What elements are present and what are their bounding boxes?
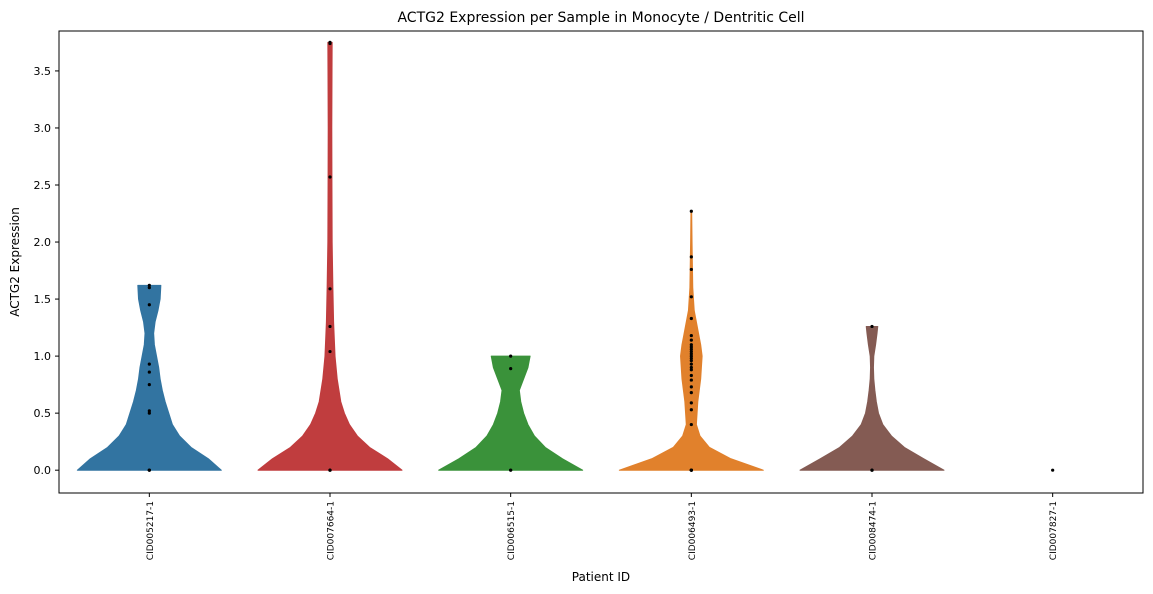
data-point-CID006493-1-9: [689, 385, 693, 389]
y-tick-label: 2.0: [34, 236, 52, 249]
data-point-CID005217-1-2: [147, 468, 151, 472]
x-tick-label: CID007664-1: [327, 501, 337, 560]
y-tick-label: 1.5: [34, 293, 52, 306]
data-point-CID006493-1-25: [689, 316, 693, 321]
data-point-CID007827-1-0: [1051, 468, 1055, 472]
data-point-CID006493-1-4: [689, 468, 693, 472]
y-tick-label: 3.0: [34, 122, 52, 135]
data-point-CID007664-1-5: [328, 287, 332, 291]
data-point-CID006493-1-23: [689, 338, 693, 342]
violin-CID006515-1: [438, 355, 584, 471]
data-point-CID006493-1-26: [689, 295, 693, 299]
data-point-CID006493-1-15: [689, 359, 693, 363]
data-point-CID006493-1-24: [689, 333, 693, 338]
x-tick-label: CID006515-1: [507, 501, 517, 560]
data-point-CID008474-1-2: [870, 468, 874, 472]
data-point-CID006493-1-20: [689, 347, 693, 351]
data-point-CID005217-1-5: [147, 383, 151, 387]
data-point-CID006493-1-13: [689, 365, 693, 370]
data-point-CID006515-1-2: [509, 367, 513, 371]
data-point-CID005217-1-6: [147, 370, 151, 374]
data-point-CID005217-1-10: [147, 283, 151, 287]
data-point-CID007664-1-2: [328, 468, 332, 472]
y-tick-label: 1.0: [34, 350, 52, 363]
chart-title: ACTG2 Expression per Sample in Monocyte …: [397, 10, 804, 26]
data-point-CID006493-1-28: [689, 255, 693, 259]
data-point-CID006493-1-14: [689, 362, 693, 366]
data-point-CID005217-1-3: [147, 411, 151, 415]
violin-CID008474-1: [799, 325, 945, 471]
y-tick-label: 0.5: [34, 407, 52, 420]
data-point-CID006493-1-10: [689, 378, 693, 382]
data-point-CID007664-1-6: [328, 175, 332, 179]
data-point-CID007664-1-4: [328, 324, 332, 329]
data-point-CID005217-1-9: [147, 286, 151, 290]
x-tick-label: CID006493-1: [688, 501, 698, 560]
y-tick-label: 3.5: [34, 65, 52, 78]
y-tick-label: 0.0: [34, 464, 52, 477]
points-layer: [147, 40, 1055, 472]
x-axis: CID005217-1 CID007664-1 CID006515-1 CID0064…: [146, 493, 1059, 560]
data-point-CID008474-1-3: [870, 324, 874, 329]
data-point-CID006493-1-17: [689, 354, 693, 358]
data-point-CID006493-1-6: [689, 408, 693, 412]
x-tick-label: CID005217-1: [146, 501, 156, 560]
data-point-CID007664-1-8: [328, 40, 332, 45]
data-point-CID006515-1-1: [509, 468, 513, 472]
data-point-CID006493-1-7: [689, 401, 693, 405]
data-point-CID006493-1-27: [689, 267, 693, 272]
data-point-CID006493-1-11: [689, 373, 693, 378]
data-point-CID005217-1-4: [147, 409, 151, 413]
y-tick-label: 2.5: [34, 179, 52, 192]
y-axis-label: ACTG2 Expression: [8, 207, 22, 317]
data-point-CID006515-1-3: [509, 354, 513, 358]
data-point-CID005217-1-8: [147, 303, 151, 307]
violins-layer: [76, 41, 945, 471]
plot-frame: [58, 30, 1144, 494]
data-point-CID006493-1-19: [689, 349, 693, 354]
x-tick-label: CID007827-1: [1049, 501, 1059, 560]
violin-CID007664-1: [257, 41, 403, 471]
data-point-CID006493-1-5: [689, 422, 693, 427]
data-point-CID006493-1-16: [689, 356, 693, 360]
data-point-CID006493-1-21: [689, 345, 693, 349]
data-point-CID006493-1-22: [689, 343, 693, 347]
data-point-CID006493-1-29: [689, 209, 693, 213]
data-point-CID007664-1-3: [328, 349, 332, 354]
violin-CID005217-1: [76, 284, 222, 471]
data-point-CID006493-1-8: [689, 391, 693, 395]
data-point-CID006493-1-18: [689, 352, 693, 356]
data-point-CID005217-1-7: [147, 362, 151, 366]
data-point-CID006493-1-12: [689, 368, 693, 372]
x-axis-label: Patient ID: [572, 570, 630, 584]
y-axis: 0.0 0.5 1.0 1.5 2.0 2.5 3.0 3.5: [34, 65, 59, 477]
x-tick-label: CID008474-1: [869, 501, 879, 560]
